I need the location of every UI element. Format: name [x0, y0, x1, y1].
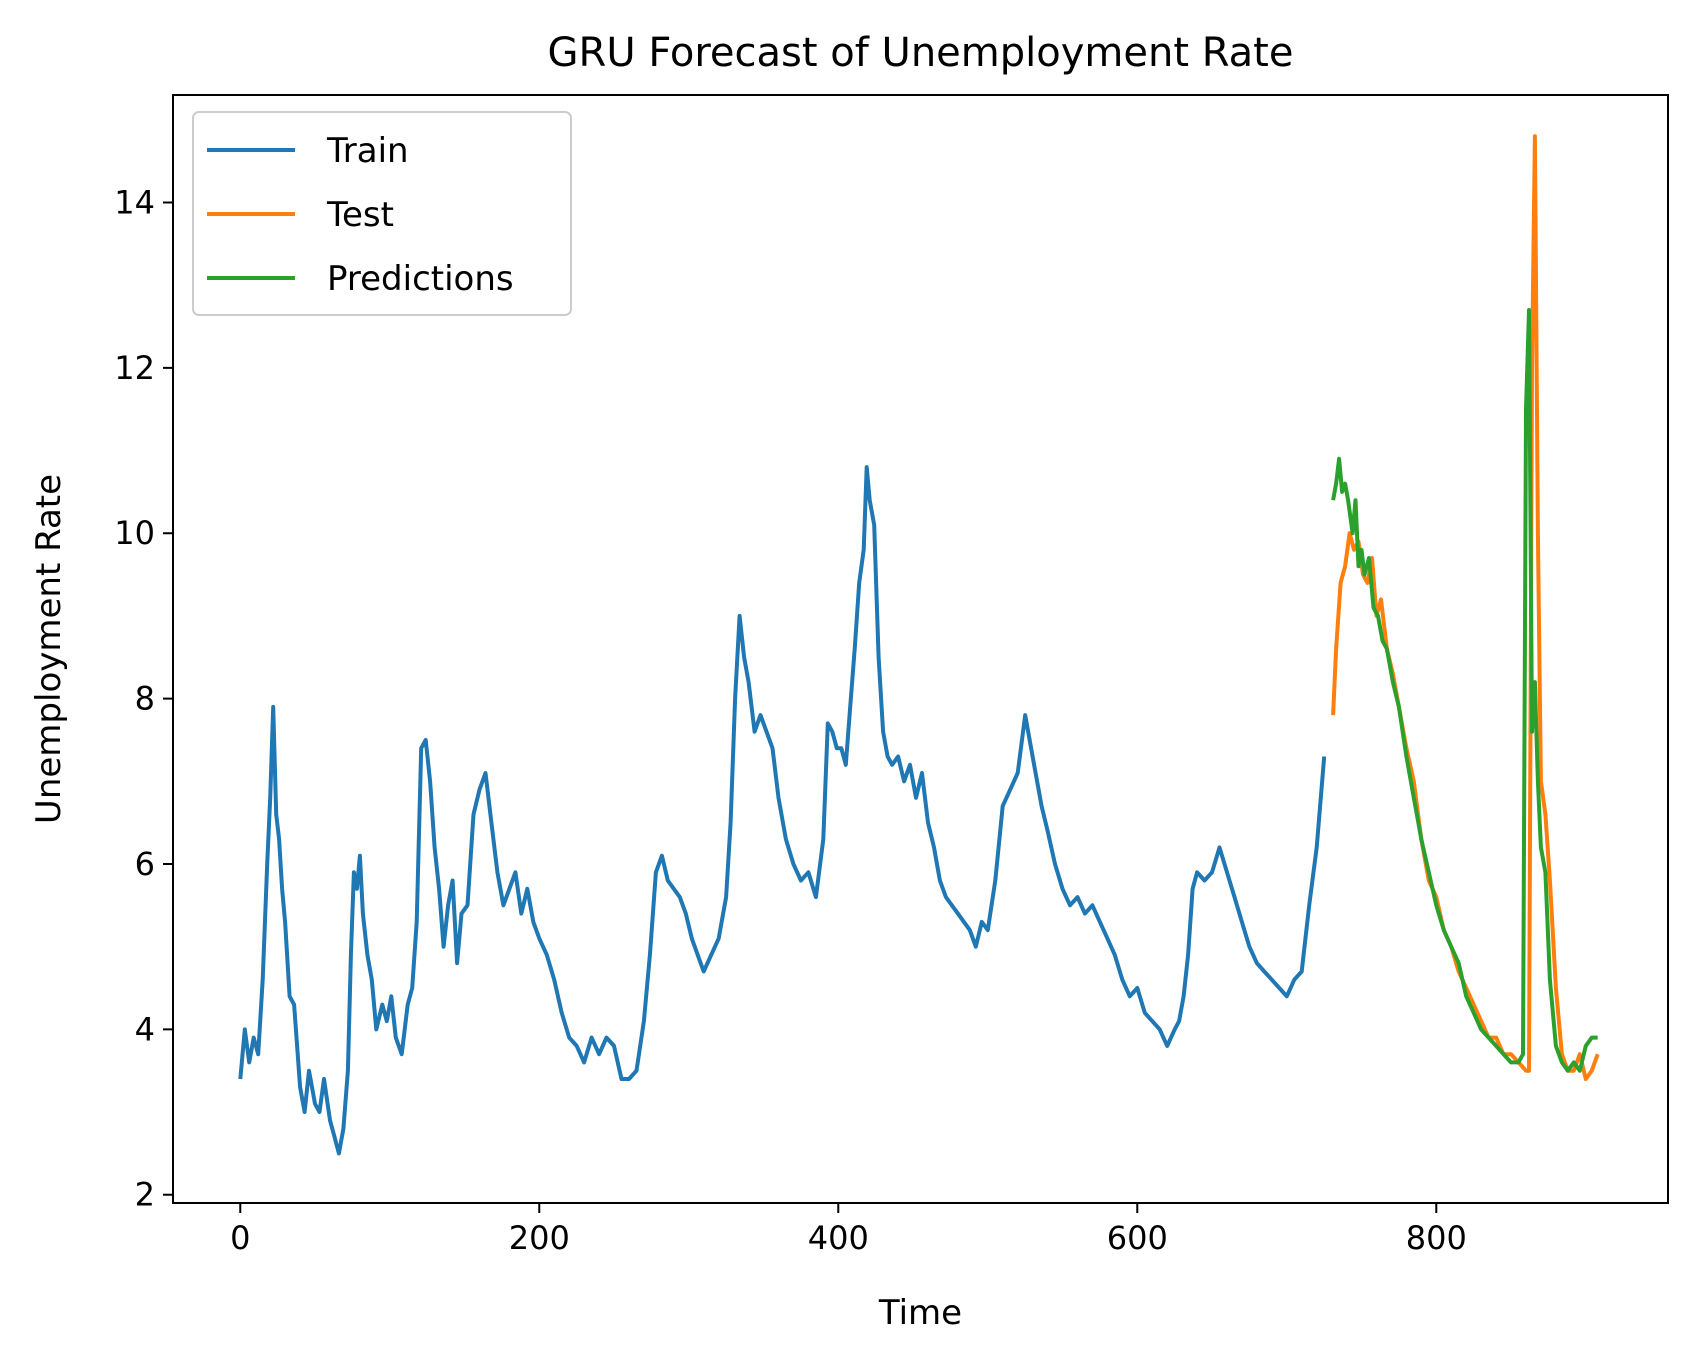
y-tick-label: 8	[135, 680, 155, 718]
x-axis-label: Time	[878, 1293, 962, 1333]
x-tick-label: 800	[1406, 1219, 1467, 1257]
plot-frame	[172, 94, 1669, 1204]
legend: Train Test Predictions	[192, 111, 572, 316]
y-axis-label: Unemployment Rate	[29, 474, 69, 824]
x-axis-ticks: 0 200 400 600 800	[230, 1203, 1467, 1257]
x-tick-label: 0	[230, 1219, 250, 1257]
y-axis-ticks: 2 4 6 8 10 12 14	[114, 183, 173, 1214]
x-tick-label: 200	[509, 1219, 570, 1257]
series-layer	[238, 134, 1600, 1156]
chart-title: GRU Forecast of Unemployment Rate	[548, 30, 1294, 76]
y-tick-label: 12	[114, 349, 155, 387]
y-tick-label: 10	[114, 514, 155, 552]
legend-label-test: Test	[326, 195, 394, 235]
x-tick-label: 400	[808, 1219, 869, 1257]
y-tick-label: 6	[135, 845, 155, 883]
y-tick-label: 4	[135, 1010, 155, 1048]
y-tick-label: 2	[135, 1176, 155, 1214]
legend-box	[192, 111, 572, 316]
y-tick-label: 14	[114, 183, 155, 221]
legend-label-predictions: Predictions	[327, 259, 514, 299]
legend-label-train: Train	[326, 131, 409, 171]
series-line-predictions	[1331, 308, 1598, 1073]
series-line-train	[238, 465, 1327, 1156]
x-tick-label: 600	[1107, 1219, 1168, 1257]
